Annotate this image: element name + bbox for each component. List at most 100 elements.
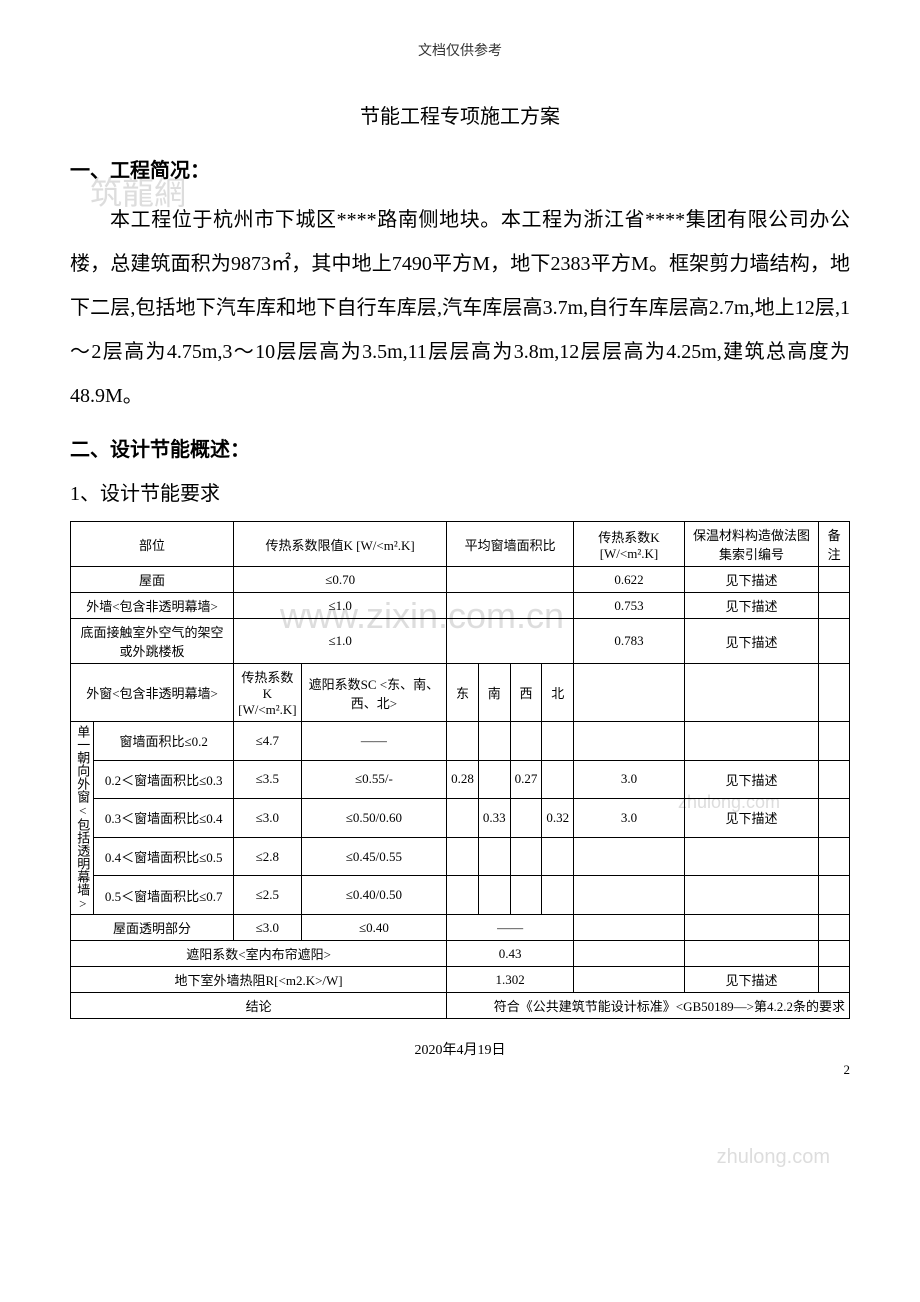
section-1-heading: 一、工程简况： — [70, 154, 850, 183]
cell — [542, 876, 574, 915]
cell — [819, 941, 850, 967]
row-shade: 遮阳系数<室内布帘遮阳> 0.43 — [71, 941, 850, 967]
paragraph-1: 本工程位于杭州市下城区****路南侧地块。本工程为浙江省****集团有限公司办公… — [70, 198, 850, 418]
table-header-row: 部位 传热系数限值K [W/<m².K] 平均窗墙面积比 传热系数K [W/<m… — [71, 522, 850, 567]
cell — [684, 915, 819, 941]
cell: ≤0.40 — [301, 915, 447, 941]
cell — [819, 915, 850, 941]
cell: 0.5＜窗墙面积比≤0.7 — [94, 876, 234, 915]
page-number: 2 — [70, 1062, 850, 1078]
th-location: 部位 — [71, 522, 234, 567]
cell: 0.27 — [510, 760, 542, 799]
cell: 屋面透明部分 — [71, 915, 234, 941]
cell: ≤0.50/0.60 — [301, 799, 447, 838]
cell: 0.622 — [574, 567, 685, 593]
row-wall: 外墙<包含非透明幕墙> ≤1.0 0.753 见下描述 — [71, 593, 850, 619]
cell — [510, 799, 542, 838]
cell — [574, 915, 685, 941]
cell: 0.2＜窗墙面积比≤0.3 — [94, 760, 234, 799]
cell: 西 — [510, 664, 542, 722]
cell — [819, 967, 850, 993]
cell — [819, 799, 850, 838]
cell: 结论 — [71, 993, 447, 1019]
cell — [819, 760, 850, 799]
cell: 北 — [542, 664, 574, 722]
cell: ≤1.0 — [234, 593, 447, 619]
cell: 3.0 — [574, 760, 685, 799]
section-2-sub-1: 1、设计节能要求 — [70, 477, 850, 506]
cell: 南 — [478, 664, 510, 722]
cell — [510, 837, 542, 876]
cell: 0.783 — [574, 619, 685, 664]
cell: ≤2.8 — [234, 837, 302, 876]
cell: 见下描述 — [684, 967, 819, 993]
cell — [819, 722, 850, 761]
cell: 见下描述 — [684, 760, 819, 799]
watermark-brand-2: zhulong.com — [717, 1146, 830, 1169]
cell: 窗墙面积比≤0.2 — [94, 722, 234, 761]
cell — [542, 837, 574, 876]
cell — [684, 941, 819, 967]
row-conclusion: 结论 符合《公共建筑节能设计标准》<GB50189—>第4.2.2条的要求 — [71, 993, 850, 1019]
row-floor: 底面接触室外空气的架空或外跳楼板 ≤1.0 0.783 见下描述 — [71, 619, 850, 664]
cell: 遮阳系数<室内布帘遮阳> — [71, 941, 447, 967]
th-limit-k: 传热系数限值K [W/<m².K] — [234, 522, 447, 567]
cell — [574, 876, 685, 915]
cell: ≤0.70 — [234, 567, 447, 593]
cell: 0.753 — [574, 593, 685, 619]
cell: ≤0.40/0.50 — [301, 876, 447, 915]
cell — [819, 876, 850, 915]
th-actual-k: 传热系数K [W/<m².K] — [574, 522, 685, 567]
cell: ≤0.55/- — [301, 760, 447, 799]
cell — [542, 760, 574, 799]
row-win-4: 0.5＜窗墙面积比≤0.7 ≤2.5 ≤0.40/0.50 — [71, 876, 850, 915]
cell: 0.43 — [447, 941, 574, 967]
cell — [542, 722, 574, 761]
cell: 1.302 — [447, 967, 574, 993]
cell — [447, 722, 479, 761]
cell: 外窗<包含非透明幕墙> — [71, 664, 234, 722]
cell: ≤4.7 — [234, 722, 302, 761]
row-win-2: 0.3＜窗墙面积比≤0.4 ≤3.0 ≤0.50/0.60 0.33 0.32 … — [71, 799, 850, 838]
cell: 0.32 — [542, 799, 574, 838]
cell: 见下描述 — [684, 593, 819, 619]
cell — [478, 722, 510, 761]
cell: 0.28 — [447, 760, 479, 799]
cell: ≤3.0 — [234, 915, 302, 941]
cell: 底面接触室外空气的架空或外跳楼板 — [71, 619, 234, 664]
cell: ≤2.5 — [234, 876, 302, 915]
row-window-header: 外窗<包含非透明幕墙> 传热系数K [W/<m².K] 遮阳系数SC <东、南、… — [71, 664, 850, 722]
cell: 东 — [447, 664, 479, 722]
row-roof-trans: 屋面透明部分 ≤3.0 ≤0.40 —— — [71, 915, 850, 941]
cell — [574, 664, 685, 722]
th-remark: 备注 — [819, 522, 850, 567]
cell — [819, 567, 850, 593]
cell — [510, 722, 542, 761]
cell: 地下室外墙热阻R[<m2.K>/W] — [71, 967, 447, 993]
cell: 3.0 — [574, 799, 685, 838]
cell: 见下描述 — [684, 619, 819, 664]
cell — [510, 876, 542, 915]
cell: 屋面 — [71, 567, 234, 593]
cell — [574, 967, 685, 993]
row-win-1: 0.2＜窗墙面积比≤0.3 ≤3.5 ≤0.55/- 0.28 0.27 3.0… — [71, 760, 850, 799]
row-win-3: 0.4＜窗墙面积比≤0.5 ≤2.8 ≤0.45/0.55 — [71, 837, 850, 876]
cell — [447, 593, 574, 619]
cell — [447, 876, 479, 915]
cell: 符合《公共建筑节能设计标准》<GB50189—>第4.2.2条的要求 — [447, 993, 850, 1019]
cell: —— — [301, 722, 447, 761]
cell: ≤1.0 — [234, 619, 447, 664]
cell: 见下描述 — [684, 567, 819, 593]
header-note: 文档仅供参考 — [70, 40, 850, 60]
cell — [684, 722, 819, 761]
cell: 见下描述 — [684, 799, 819, 838]
cell: 0.4＜窗墙面积比≤0.5 — [94, 837, 234, 876]
footer-date: 2020年4月19日 — [70, 1039, 850, 1059]
cell — [478, 837, 510, 876]
th-ratio: 平均窗墙面积比 — [447, 522, 574, 567]
cell — [574, 837, 685, 876]
cell — [447, 567, 574, 593]
section-2-heading: 二、设计节能概述： — [70, 433, 850, 462]
cell: ≤0.45/0.55 — [301, 837, 447, 876]
cell — [819, 664, 850, 722]
